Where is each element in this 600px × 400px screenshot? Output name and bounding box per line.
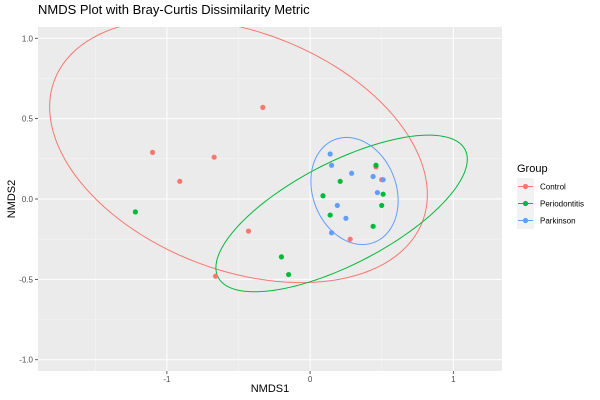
y-tick-label: -0.5 <box>19 275 33 284</box>
y-axis-title: NMDS2 <box>6 180 18 219</box>
point-periodontitis <box>379 202 385 209</box>
point-periodontitis <box>370 223 376 229</box>
point-parkinson <box>370 173 376 180</box>
point-periodontitis <box>286 271 292 278</box>
point-control <box>149 149 156 155</box>
legend-key-point <box>522 217 529 224</box>
legend-key-point <box>522 183 529 190</box>
y-tick-label: 0.5 <box>22 115 34 124</box>
grid-major <box>38 27 502 371</box>
y-tick-label: 0.0 <box>22 195 34 204</box>
legend-label-parkinson: Parkinson <box>540 217 576 226</box>
point-control <box>260 104 266 110</box>
point-parkinson <box>349 170 355 176</box>
point-parkinson <box>334 202 340 209</box>
ellipse-parkinson <box>310 136 399 246</box>
point-control <box>212 273 219 279</box>
point-periodontitis <box>327 212 333 218</box>
legend: Group Control Periodontitis Parkinson <box>517 163 584 229</box>
point-control <box>211 154 217 160</box>
x-tick-label: 1 <box>451 375 456 384</box>
data-points <box>132 104 386 279</box>
ellipse-control <box>49 27 428 284</box>
point-parkinson <box>374 189 381 196</box>
y-axis: -1.0 -0.5 0.0 0.5 1.0 <box>19 34 38 365</box>
y-tick-label: 1.0 <box>22 34 34 43</box>
point-parkinson <box>327 151 333 157</box>
point-parkinson <box>328 230 335 236</box>
chart-title: NMDS Plot with Bray-Curtis Dissimilarity… <box>38 2 310 17</box>
point-periodontitis <box>373 162 379 168</box>
point-periodontitis <box>380 191 386 197</box>
point-periodontitis <box>337 178 343 184</box>
point-parkinson <box>380 177 386 183</box>
point-control <box>347 236 353 242</box>
point-periodontitis <box>278 254 285 260</box>
x-axis-title: NMDS1 <box>251 383 290 395</box>
legend-title: Group <box>517 163 548 175</box>
x-axis: -1 0 1 <box>163 371 456 384</box>
point-parkinson <box>343 215 349 221</box>
x-tick-label: 0 <box>308 375 313 384</box>
point-control <box>177 178 183 184</box>
y-tick-label: -1.0 <box>19 356 33 365</box>
legend-label-control: Control <box>540 183 566 192</box>
legend-label-periodontitis: Periodontitis <box>540 200 584 209</box>
point-periodontitis <box>320 193 326 199</box>
x-tick-label: -1 <box>163 375 171 384</box>
point-parkinson <box>328 162 335 168</box>
point-control <box>245 228 252 234</box>
legend-key-point <box>522 200 529 207</box>
point-periodontitis <box>132 209 138 215</box>
